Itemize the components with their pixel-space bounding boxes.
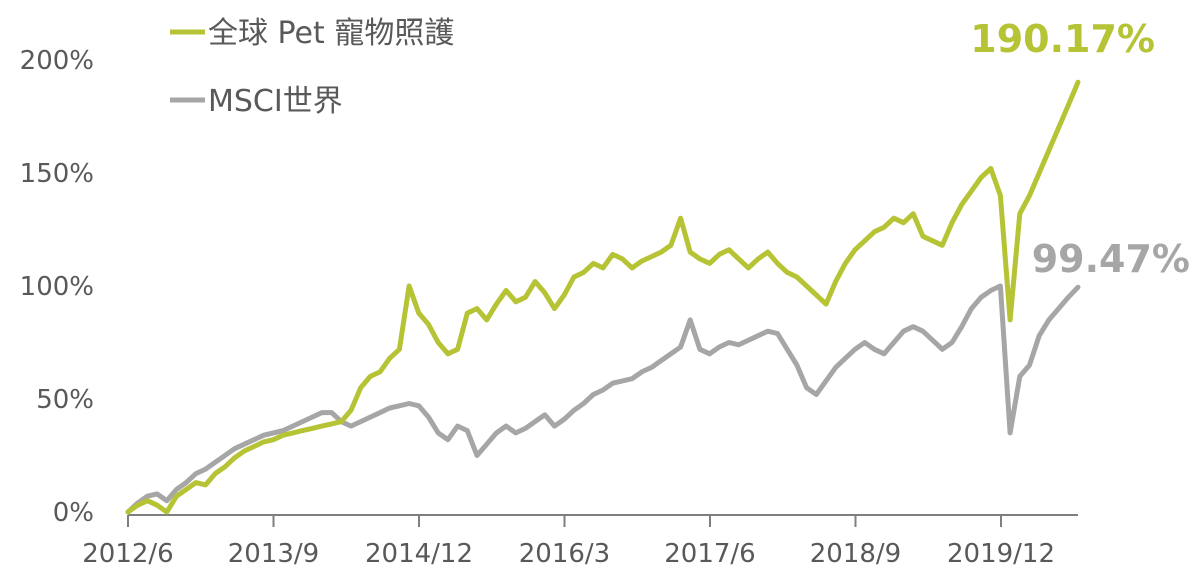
series-line-msci-world (125, 283, 1081, 515)
end-label-pet-care: 190.17% (970, 17, 1155, 61)
legend: 全球 Pet 寵物照護 MSCI世界 (170, 16, 454, 119)
y-axis: 0% 50% 100% 150% 200% (20, 46, 94, 528)
x-tick-label: 2013/9 (228, 539, 319, 569)
x-tick-label: 2016/3 (519, 539, 610, 569)
end-labels: 190.17% 99.47% (970, 17, 1190, 281)
y-tick-label: 50% (36, 385, 94, 415)
x-tick-label: 2018/9 (810, 539, 901, 569)
legend-label: MSCI世界 (208, 84, 343, 119)
series-layer (125, 79, 1081, 515)
x-tick-label: 2012/6 (82, 539, 173, 569)
x-tick-label: 2014/12 (365, 539, 473, 569)
x-tick-label: 2019/12 (947, 539, 1055, 569)
end-label-msci-world: 99.47% (1032, 237, 1190, 281)
legend-label: 全球 Pet 寵物照護 (208, 16, 454, 51)
y-tick-label: 100% (20, 272, 94, 302)
y-tick-label: 150% (20, 159, 94, 189)
y-tick-label: 0% (53, 498, 94, 528)
x-axis: 2012/6 2013/9 2014/12 2016/3 2017/6 2018/9 201… (82, 514, 1078, 569)
series-line-pet-care (125, 79, 1081, 515)
y-tick-label: 200% (20, 46, 94, 76)
x-tick-label: 2017/6 (664, 539, 755, 569)
